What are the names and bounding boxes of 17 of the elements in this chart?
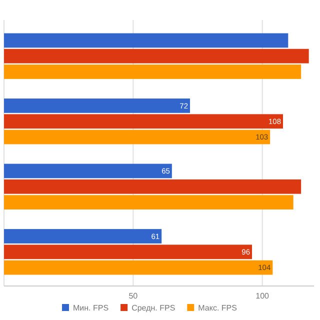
bar <box>4 33 288 48</box>
bar <box>4 179 302 194</box>
bar <box>4 48 309 64</box>
legend-label: Мин. FPS <box>73 303 109 312</box>
bar <box>4 229 162 244</box>
bar <box>4 260 273 275</box>
bar <box>4 130 270 144</box>
legend-label: Макс. FPS <box>198 303 237 312</box>
bar <box>4 114 283 129</box>
bar <box>4 98 190 113</box>
bar <box>4 164 172 178</box>
bar <box>4 64 302 79</box>
x-tick-label: 50 <box>128 292 138 301</box>
bar <box>4 244 252 260</box>
bar <box>4 195 294 210</box>
legend-label: Средн. FPS <box>132 303 176 312</box>
x-tick-label: 100 <box>256 292 270 301</box>
